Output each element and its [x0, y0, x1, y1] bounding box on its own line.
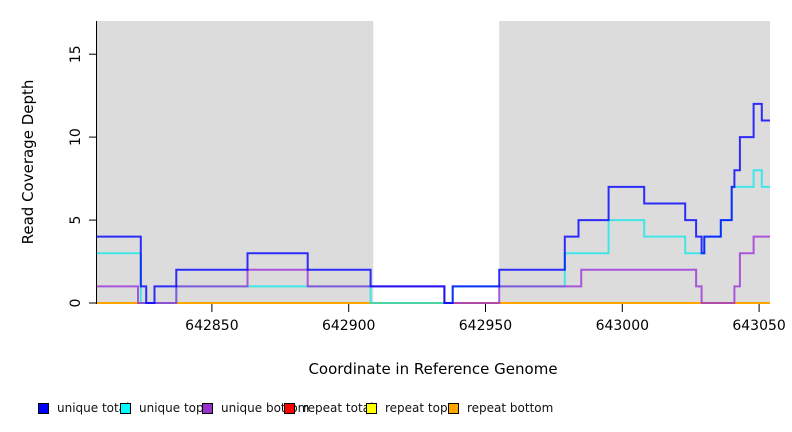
x-tick-label: 643050 [732, 318, 785, 334]
legend-label: repeat top [385, 401, 448, 415]
y-tick-label: 15 [68, 45, 84, 63]
plot-shaded-band [499, 21, 770, 303]
series-unique-total [97, 102, 770, 304]
x-tick-label: 642950 [459, 318, 512, 334]
x-tick-label: 643000 [596, 318, 649, 334]
legend-swatch-icon [284, 402, 295, 414]
plot-shaded-band [97, 21, 374, 303]
y-tick-label: 10 [68, 128, 84, 146]
legend-label: repeat total [303, 401, 374, 415]
legend-swatch-icon [202, 402, 213, 414]
coverage-chart: 0 5 10 15 642850 642900 642950 643000 643050 Rea… [19, 21, 786, 378]
y-tick-label: 5 [68, 216, 84, 225]
x-tick-label: 642900 [322, 318, 375, 334]
series-unique-bottom [97, 235, 770, 304]
legend-swatch-icon [120, 402, 131, 414]
legend-item-unique-total: unique total [38, 401, 129, 415]
legend-item-unique-top: unique top [120, 401, 204, 415]
legend-item-repeat-total: repeat total [284, 401, 373, 415]
legend-label: unique top [139, 401, 204, 415]
legend-swatch-icon [38, 402, 49, 414]
legend-swatch-icon [448, 402, 459, 414]
x-tick-label: 642850 [185, 318, 238, 334]
legend-label: unique total [57, 401, 130, 415]
legend-item-repeat-top: repeat top [366, 401, 448, 415]
y-axis-title: Read Coverage Depth [19, 80, 37, 245]
plot-area: 0 5 10 15 642850 642900 642950 643000 643050 [68, 21, 786, 334]
legend-item-repeat-bottom: repeat bottom [448, 401, 553, 415]
legend: unique total unique top unique bottom repea… [0, 401, 792, 421]
y-tick-label: 0 [68, 299, 84, 308]
legend-label: repeat bottom [467, 401, 554, 415]
legend-swatch-icon [366, 402, 377, 414]
x-axis-title: Coordinate in Reference Genome [308, 360, 557, 378]
series-unique-top [97, 169, 770, 304]
